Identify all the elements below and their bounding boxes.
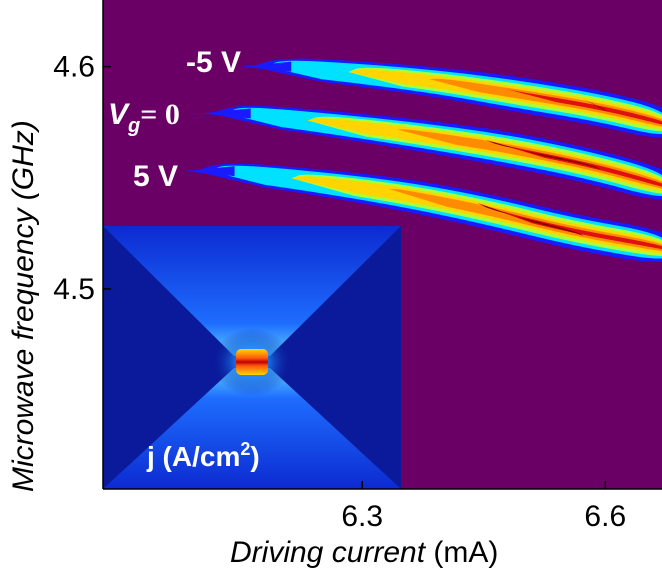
band-2-tip: [184, 166, 235, 177]
resonance-band-0: [241, 58, 662, 138]
axis-ticks: 6.3 6.6 4.5 4.6: [53, 51, 626, 533]
x-axis-label: Driving current (mA): [230, 536, 498, 569]
resonance-band-1: [200, 105, 662, 200]
inset-upper-cone: [103, 226, 401, 356]
band-1-layer-6: [485, 140, 600, 170]
band-0-tip: [241, 61, 292, 72]
band-1-layer-1: [226, 107, 662, 197]
band-1-layer-5: [485, 140, 662, 187]
band-1-layer-3: [307, 118, 662, 191]
band-2-layer-6: [477, 203, 584, 236]
inset-hotspot: [236, 349, 268, 375]
band-2-layer-5: [477, 203, 662, 250]
inset-current-density-map: j (A/cm2): [103, 226, 401, 489]
band-0-layer-6: [583, 98, 608, 112]
band-1-tip: [200, 108, 251, 119]
curve-label-5v: 5 V: [133, 160, 178, 193]
curve-label-vg0: Vg= 0: [108, 98, 180, 137]
y-tick-label: 4.6: [53, 51, 95, 84]
x-tick-label: 6.6: [584, 500, 626, 533]
band-0-layer-5: [502, 88, 662, 125]
y-axis-label: Microwave frequency (GHz): [7, 120, 40, 492]
x-tick-label: 6.3: [341, 500, 383, 533]
resonance-bands: [184, 58, 662, 262]
band-0-layer-3: [348, 69, 662, 129]
band-0-layer-1: [267, 60, 662, 135]
inset-lower-cone: [103, 368, 401, 489]
band-1-layer-4: [396, 129, 662, 189]
resonance-band-2: [184, 163, 662, 262]
inset-label: j (A/cm2): [146, 439, 260, 472]
band-0-layer-4: [429, 78, 662, 127]
y-tick-label: 4.5: [53, 273, 95, 306]
curve-label-minus5v: -5 V: [186, 46, 241, 79]
